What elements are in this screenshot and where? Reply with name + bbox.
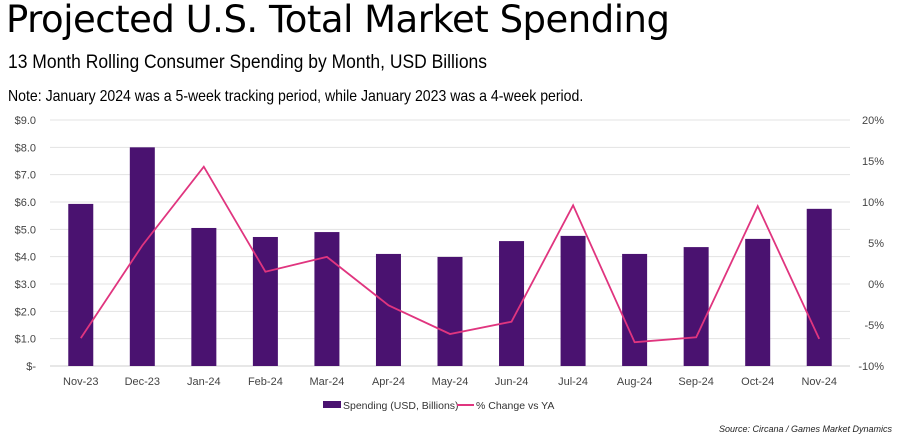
x-tick-label: Aug-24 — [617, 376, 652, 388]
left-tick-label: $8.0 — [15, 142, 36, 154]
legend-label-spending: Spending (USD, Billions) — [343, 400, 459, 412]
bar — [499, 241, 525, 366]
bar — [745, 238, 771, 366]
x-tick-label: Feb-24 — [248, 376, 283, 388]
x-tick-label: Dec-23 — [125, 376, 160, 388]
left-tick-label: $4.0 — [15, 252, 36, 264]
left-tick-label: $3.0 — [15, 279, 36, 291]
legend-label-change: % Change vs YA — [476, 400, 554, 412]
right-tick-label: -10% — [858, 361, 884, 373]
bar — [683, 247, 709, 366]
bar — [437, 256, 463, 366]
chart-subtitle: 13 Month Rolling Consumer Spending by Mo… — [8, 52, 488, 73]
x-tick-label: Sep-24 — [678, 376, 713, 388]
right-tick-label: 20% — [862, 115, 884, 127]
right-tick-label: 0% — [868, 279, 884, 291]
bar — [68, 203, 94, 366]
x-tick-label: Nov-24 — [801, 376, 836, 388]
bar-series — [68, 147, 832, 366]
left-tick-label: $5.0 — [15, 224, 36, 236]
left-tick-label: $1.0 — [15, 334, 36, 346]
x-tick-label: May-24 — [432, 376, 469, 388]
chart-title: Projected U.S. Total Market Spending — [6, 0, 670, 41]
left-tick-label: $- — [26, 361, 36, 373]
right-tick-label: 10% — [862, 197, 884, 209]
chart-note: Note: January 2024 was a 5-week tracking… — [8, 88, 584, 105]
bar — [314, 232, 340, 366]
right-tick-label: -5% — [864, 320, 884, 332]
bar — [806, 208, 832, 366]
x-tick-label: Nov-23 — [63, 376, 98, 388]
x-axis-ticks: Nov-23 Dec-23 Jan-24 Feb-24 Mar-24 Apr-24 May-… — [63, 376, 837, 388]
right-axis-ticks: -10% -5% 0% 5% 10% 15% 20% — [858, 115, 884, 373]
bar — [622, 253, 648, 366]
legend: Spending (USD, Billions) % Change vs YA — [323, 400, 554, 412]
left-tick-label: $9.0 — [15, 115, 36, 127]
x-tick-label: Jul-24 — [558, 376, 588, 388]
bar — [129, 147, 155, 366]
x-tick-label: Jun-24 — [495, 376, 529, 388]
source-note: Source: Circana / Games Market Dynamics — [718, 424, 892, 434]
x-tick-label: Mar-24 — [310, 376, 345, 388]
x-tick-label: Jan-24 — [187, 376, 221, 388]
left-tick-label: $7.0 — [15, 170, 36, 182]
x-tick-label: Oct-24 — [741, 376, 774, 388]
left-tick-label: $6.0 — [15, 197, 36, 209]
legend-swatch-spending — [323, 401, 341, 408]
left-axis-ticks: $- $1.0 $2.0 $3.0 $4.0 $5.0 $6.0 $7.0 $8.0 $9.0 — [15, 115, 37, 373]
right-tick-label: 5% — [868, 238, 884, 250]
bar — [191, 227, 217, 366]
line-series — [80, 165, 821, 344]
left-tick-label: $2.0 — [15, 306, 36, 318]
right-tick-label: 15% — [862, 156, 884, 168]
bar — [560, 235, 586, 366]
x-tick-label: Apr-24 — [372, 376, 405, 388]
